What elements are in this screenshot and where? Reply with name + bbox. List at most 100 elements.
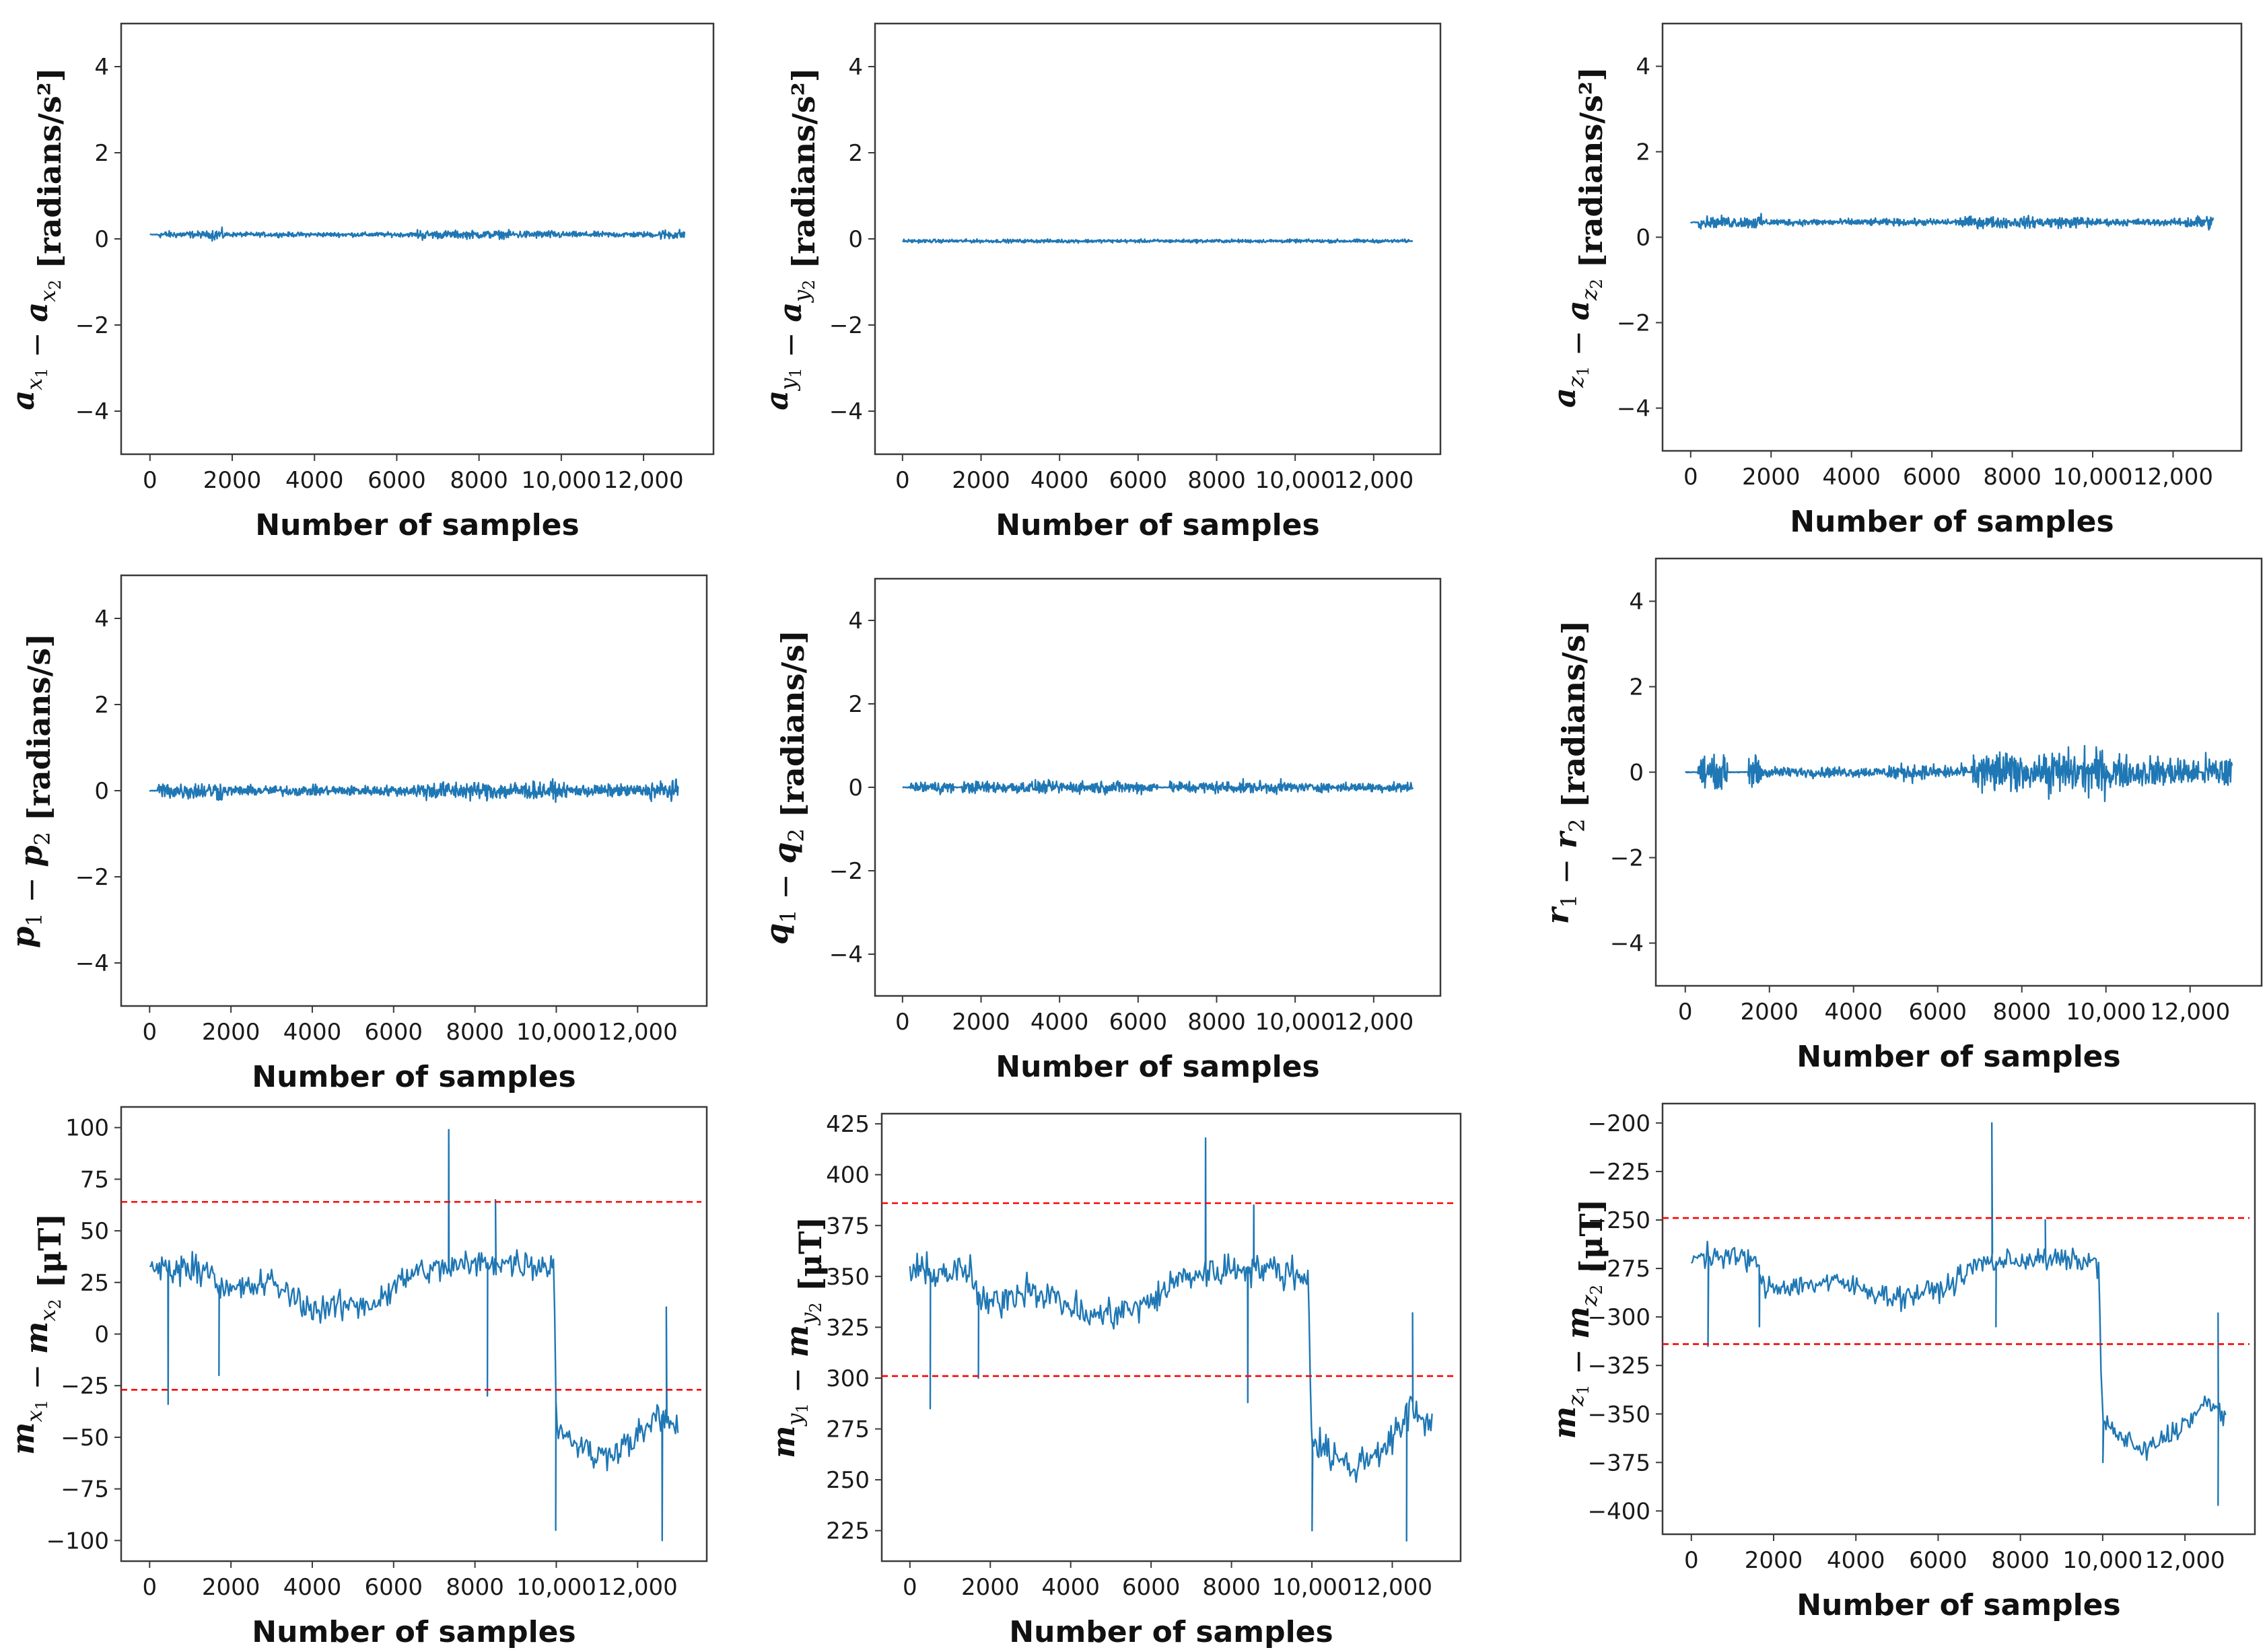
- y-tick-label: 50: [80, 1218, 109, 1245]
- x-tick-label: 4000: [283, 1574, 342, 1601]
- series-line-q: [902, 778, 1414, 796]
- x-tick-label: 2000: [961, 1574, 1020, 1601]
- x-tick-label: 6000: [1908, 999, 1967, 1026]
- x-tick-label: 8000: [1202, 1574, 1261, 1601]
- x-tick-label: 12,000: [1333, 1009, 1414, 1036]
- x-tick-label: 10,000: [1255, 1009, 1335, 1036]
- chart-panel-my: 425 400 375 350 325 300 275 250 225 0 2000 4000 6000…: [765, 1111, 1462, 1649]
- y-tick-label: 0: [1636, 225, 1650, 252]
- chart-panel-mx: 100 75 50 25 0 −25 −50 −75 −100 0 2000 4000 6000 8000…: [5, 1106, 708, 1649]
- x-tick-label: 12,000: [1333, 467, 1414, 494]
- x-tick-label: 12,000: [2133, 464, 2213, 491]
- x-tick-label: 2000: [1742, 464, 1801, 491]
- y-tick-label: 4: [1636, 54, 1650, 81]
- chart-panel-p: 4 2 0 −2 −4 0 2000 4000 6000 8000 10,000 12,000 Numb…: [5, 574, 708, 1094]
- plot-frame-ax: [120, 22, 715, 456]
- x-tick-label: 0: [1684, 1547, 1699, 1574]
- x-tick-label: 8000: [1983, 464, 2042, 491]
- y-tick-label: 2: [94, 692, 109, 719]
- chart-panel-r: 4 2 0 −2 −4 0 2000 4000 6000 8000 10,000 12,000 Numb…: [1539, 557, 2263, 1074]
- y-tick-label: 2: [1629, 674, 1644, 701]
- y-tick-label: 4: [94, 606, 109, 633]
- y-tick-label: 275: [826, 1416, 870, 1443]
- x-tick-label: 10,000: [516, 1019, 596, 1046]
- x-tick-label: 4000: [1031, 467, 1089, 494]
- x-tick-label: 6000: [1122, 1574, 1181, 1601]
- x-tick-label: 4000: [1827, 1547, 1885, 1574]
- y-tick-label: 0: [848, 775, 863, 801]
- y-tick-label: 375: [826, 1213, 870, 1240]
- x-tick-label: 2000: [202, 1019, 260, 1046]
- x-tick-label: 8000: [1187, 1009, 1246, 1036]
- y-tick-label: 100: [65, 1115, 109, 1142]
- y-tick-label: −400: [1588, 1498, 1650, 1525]
- x-tick-label: 6000: [1903, 464, 1961, 491]
- x-tick-label: 12,000: [2150, 999, 2230, 1026]
- x-tick-label: 6000: [1109, 1009, 1168, 1036]
- x-axis-label: Number of samples: [1790, 505, 2114, 539]
- y-tick-label: −200: [1588, 1110, 1650, 1137]
- y-tick-label: −4: [1610, 931, 1644, 958]
- x-tick-label: 6000: [365, 1574, 423, 1601]
- y-tick-label: −2: [1617, 310, 1650, 337]
- y-tick-label: 4: [848, 608, 863, 635]
- y-tick-label: 0: [1629, 760, 1644, 787]
- y-tick-label: 0: [94, 226, 109, 253]
- x-tick-label: 8000: [446, 1019, 504, 1046]
- y-tick-label: −75: [61, 1476, 109, 1503]
- y-axis-label: r1 − r2 [radians/s]: [1539, 620, 1592, 924]
- x-tick-label: 4000: [1822, 464, 1881, 491]
- y-tick-label: 225: [826, 1518, 870, 1545]
- x-tick-label: 0: [1678, 999, 1693, 1026]
- x-axis-label: Number of samples: [252, 1060, 576, 1094]
- x-tick-label: 2000: [952, 1009, 1010, 1036]
- x-axis-label: Number of samples: [996, 1050, 1319, 1084]
- y-axis-label: ay1 − ay2 [radians/s²]: [759, 67, 822, 410]
- series-line-my: [909, 1137, 1433, 1542]
- x-tick-label: 0: [142, 1019, 157, 1046]
- x-axis-label: Number of samples: [1797, 1588, 2120, 1622]
- y-tick-label: 25: [80, 1270, 109, 1297]
- y-tick-label: 0: [94, 778, 109, 805]
- y-tick-label: −2: [1610, 845, 1644, 872]
- y-tick-label: −4: [829, 941, 863, 968]
- plot-frame-mx: [120, 1106, 708, 1563]
- plot-frame-az: [1661, 22, 2243, 452]
- x-tick-label: 10,000: [516, 1574, 596, 1601]
- y-tick-label: 0: [94, 1322, 109, 1349]
- y-tick-label: −100: [46, 1528, 109, 1554]
- x-tick-label: 12,000: [2145, 1547, 2225, 1574]
- y-tick-label: −325: [1588, 1353, 1650, 1379]
- y-tick-label: −4: [1617, 396, 1650, 423]
- y-tick-label: 400: [826, 1162, 870, 1189]
- x-tick-label: 8000: [1187, 467, 1246, 494]
- x-tick-label: 10,000: [1272, 1574, 1352, 1601]
- y-tick-label: 4: [94, 54, 109, 81]
- y-axis-label: ax1 − ax2 [radians/s²]: [5, 67, 68, 410]
- y-tick-label: 425: [826, 1111, 870, 1138]
- y-tick-label: −25: [61, 1373, 109, 1400]
- y-tick-label: −350: [1588, 1401, 1650, 1428]
- x-tick-label: 4000: [1824, 999, 1883, 1026]
- series-line-p: [149, 778, 679, 803]
- y-axis-label: q1 − q2 [radians/s]: [759, 630, 811, 945]
- x-tick-label: 10,000: [2066, 999, 2146, 1026]
- series-line-az: [1689, 213, 2214, 231]
- x-tick-label: 4000: [1041, 1574, 1100, 1601]
- x-tick-label: 12,000: [598, 1019, 678, 1046]
- x-tick-label: 2000: [202, 1574, 260, 1601]
- x-tick-label: 8000: [1992, 999, 2051, 1026]
- series-line-ax: [149, 226, 686, 242]
- y-tick-label: 350: [826, 1264, 870, 1291]
- x-tick-label: 6000: [368, 467, 426, 494]
- x-tick-label: 10,000: [2062, 1547, 2142, 1574]
- y-tick-label: −225: [1588, 1159, 1650, 1186]
- chart-panel-mz: −200 −225 −250 −275 −300 −325 −350 −375 −400 0 200…: [1546, 1102, 2256, 1622]
- y-tick-label: 2: [1636, 139, 1650, 166]
- y-axis-label: p1 − p2 [radians/s]: [5, 633, 57, 948]
- x-tick-label: 10,000: [521, 467, 601, 494]
- y-axis-label: mx1 − mx2 [μT]: [5, 1213, 68, 1455]
- y-tick-label: 4: [1629, 589, 1644, 616]
